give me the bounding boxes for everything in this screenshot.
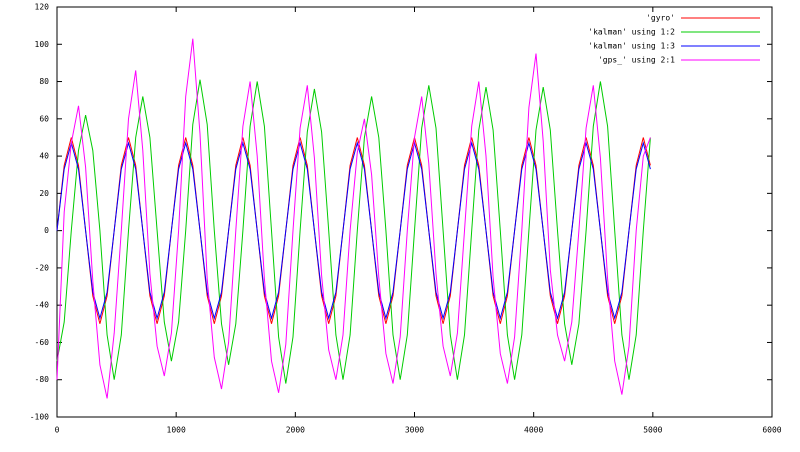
y-tick-label: -80 [35,375,50,384]
legend-label: 'kalman' using 1:3 [588,42,675,51]
series-line [56,79,651,384]
x-tick-label: 4000 [524,426,543,435]
x-tick-label: 2000 [286,426,305,435]
x-tick-label: 6000 [762,426,781,435]
plot-frame [56,6,773,418]
x-tick-label: 0 [55,426,60,435]
y-tick-label: 120 [35,3,50,12]
y-tick-label: 60 [39,114,49,123]
legend-label: 'gyro' [646,14,675,23]
series-line [56,141,651,321]
y-tick-label: -20 [35,263,50,272]
series-line [56,137,651,324]
y-tick-label: -40 [35,301,50,310]
y-tick-label: -100 [30,413,49,422]
legend-label: 'gps_' using 2:1 [598,56,675,65]
y-tick-label: 80 [39,77,49,86]
x-tick-label: 5000 [643,426,662,435]
x-tick-label: 3000 [405,426,424,435]
y-tick-label: -60 [35,338,50,347]
series-line [56,38,651,399]
y-tick-label: 100 [35,40,50,49]
x-tick-label: 1000 [167,426,186,435]
legend-label: 'kalman' using 1:2 [588,28,675,37]
y-tick-label: 40 [39,152,49,161]
y-tick-label: 0 [44,226,49,235]
y-tick-label: 20 [39,189,49,198]
